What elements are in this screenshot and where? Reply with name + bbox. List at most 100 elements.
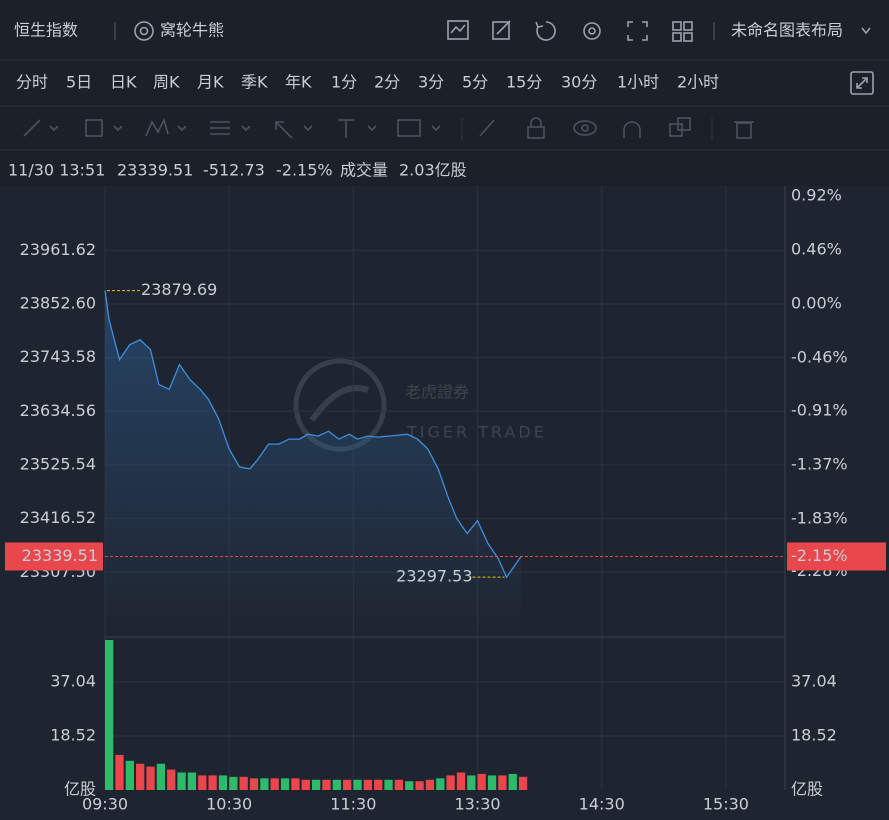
volume-bar xyxy=(198,775,207,790)
volume-bar xyxy=(105,640,114,790)
volume-bar xyxy=(218,775,228,790)
volume-bar xyxy=(343,779,352,790)
y2-tick-label: 0.92% xyxy=(791,186,842,205)
y2-tick-label: -0.91% xyxy=(791,400,848,419)
warrants-icon xyxy=(134,21,154,41)
period-tab[interactable]: 30分 xyxy=(561,73,597,92)
fullscreen-button[interactable] xyxy=(850,71,874,95)
volume-unit-right: 亿股 xyxy=(791,780,823,799)
volume-bar xyxy=(394,779,404,790)
period-tab[interactable]: 2小时 xyxy=(677,73,719,92)
current-price-tag xyxy=(5,542,103,571)
period-tab[interactable]: 季K xyxy=(241,73,268,92)
volume-bar xyxy=(208,775,217,790)
y-tick-label: 23961.62 xyxy=(20,240,96,259)
volume-bar xyxy=(177,772,186,790)
volume-bar xyxy=(456,772,466,790)
drawing-tools xyxy=(23,117,754,140)
volume-bar xyxy=(425,779,435,790)
volume-bar xyxy=(436,778,445,790)
volume-bar xyxy=(167,769,176,790)
x-tick-label: 13:30 xyxy=(454,795,500,814)
volume-bar xyxy=(146,766,155,790)
symbol-title[interactable]: 恒生指数 xyxy=(14,21,78,40)
current-price-label: 23339.51 xyxy=(22,546,98,565)
y2-tick-label: 0.46% xyxy=(791,239,842,258)
warrants-button[interactable]: 窝轮牛熊 xyxy=(160,21,224,40)
period-tab[interactable]: 周K xyxy=(153,73,180,92)
y-tick-label: 23743.58 xyxy=(20,347,96,366)
current-pct-label: -2.15% xyxy=(791,546,848,565)
layout-menu[interactable]: 未命名图表布局 xyxy=(731,21,843,40)
volume-bar xyxy=(405,781,414,790)
y-tick-label: 23634.56 xyxy=(20,401,96,420)
volume-bar xyxy=(415,781,424,790)
period-tab[interactable]: 15分 xyxy=(506,73,542,92)
volume-bar xyxy=(125,760,134,790)
volume-bar xyxy=(477,773,486,790)
dropdown-arrow xyxy=(861,27,871,35)
plot: 09:30 10:30 11:30 13:30 14:30 15:30 23961.62 23… xyxy=(5,186,886,814)
toolbar-icons[interactable] xyxy=(447,20,693,42)
period-tabs: 分时 5日 日K 周K 月K 季K 年K 1分 2分 3分 5分 15分 30分 1小时 2小时 xyxy=(16,73,719,92)
volume-tick-label-right: 37.04 xyxy=(791,671,837,690)
x-tick-label: 15:30 xyxy=(703,795,749,814)
current-pct-tag xyxy=(787,542,886,571)
volume-bar xyxy=(239,776,248,790)
volume-bar xyxy=(384,779,393,790)
volume-bar xyxy=(280,778,290,790)
period-tab[interactable]: 1小时 xyxy=(617,73,659,92)
watermark-en: TIGER TRADE xyxy=(406,423,547,442)
high-label: 23879.69 xyxy=(141,280,217,299)
period-tab[interactable]: 日K xyxy=(110,73,137,92)
volume-bar xyxy=(353,779,362,790)
volume-unit: 亿股 xyxy=(64,780,96,799)
volume-bar xyxy=(260,778,269,790)
volume-tick-label: 37.04 xyxy=(50,671,96,690)
price-area xyxy=(105,290,522,635)
volume-bar xyxy=(322,779,331,790)
volume-bar xyxy=(136,763,145,790)
volume-bar xyxy=(301,779,310,790)
volume-bar xyxy=(291,778,300,790)
period-tab[interactable]: 月K xyxy=(197,73,224,92)
volume-bar xyxy=(467,775,476,790)
volume-bar xyxy=(187,772,197,790)
y-tick-label: 23525.54 xyxy=(20,454,96,473)
info-volume: 2.03亿股 xyxy=(399,161,467,180)
volume-bar xyxy=(498,775,507,790)
volume-bar xyxy=(270,778,279,790)
volume-tick-label-right: 18.52 xyxy=(791,725,837,744)
volume-bar xyxy=(156,763,166,790)
period-tab[interactable]: 3分 xyxy=(418,73,444,92)
y-tick-label: 23852.60 xyxy=(20,293,96,312)
volume-bar xyxy=(332,779,341,790)
period-tab[interactable]: 年K xyxy=(285,73,312,92)
volume-tick-label: 18.52 xyxy=(50,725,96,744)
x-tick-label: 11:30 xyxy=(330,795,376,814)
low-label: 23297.53 xyxy=(396,567,472,586)
x-tick-label: 10:30 xyxy=(206,795,252,814)
volume-bar xyxy=(249,778,259,790)
volume-bar xyxy=(518,776,528,790)
period-tab[interactable]: 分时 xyxy=(16,73,48,92)
info-change: -512.73 xyxy=(203,161,265,180)
watermark: 老虎證券 TIGER TRADE xyxy=(293,358,547,452)
volume-bar xyxy=(487,775,497,790)
info-volume-label: 成交量 xyxy=(340,161,388,180)
volume-bar xyxy=(508,773,517,790)
period-tab[interactable]: 2分 xyxy=(374,73,400,92)
period-tab[interactable]: 1分 xyxy=(331,73,357,92)
period-tab[interactable]: 5日 xyxy=(66,73,92,92)
volume-bar xyxy=(374,779,383,790)
y2-tick-label: -0.46% xyxy=(791,347,848,366)
info-change-pct: -2.15% xyxy=(276,161,333,180)
period-tab[interactable]: 5分 xyxy=(462,73,488,92)
volume-bar xyxy=(229,776,238,790)
volume-bar xyxy=(446,775,455,790)
y-tick-label: 23416.52 xyxy=(20,508,96,527)
x-tick-label: 09:30 xyxy=(82,795,128,814)
info-price: 23339.51 xyxy=(117,161,193,180)
volume-bar xyxy=(115,754,124,790)
